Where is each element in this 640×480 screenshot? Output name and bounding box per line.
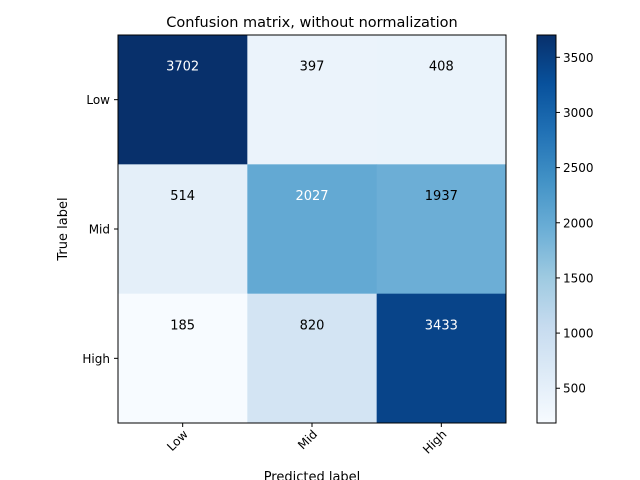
- y-tick-label: Low: [86, 93, 110, 107]
- colorbar-tick-label: 500: [563, 382, 586, 396]
- cell-value-label: 185: [170, 318, 195, 333]
- cell-value-label: 397: [300, 60, 325, 75]
- x-tick-label: Mid: [295, 427, 320, 452]
- x-axis-ticks: Low Mid High: [164, 423, 449, 457]
- colorbar-ticks: 500 1000 1500 2000 2500 3000 3500: [556, 51, 594, 396]
- heatmap-cell: [376, 35, 507, 165]
- cell-value-label: 3433: [425, 318, 458, 333]
- heatmap-cell: [376, 164, 507, 295]
- colorbar-tick-label: 2500: [563, 161, 594, 175]
- heatmap-cells: 3702 397 408 514 2027 1937 185 820 3433: [118, 35, 507, 424]
- colorbar-tick-label: 1500: [563, 271, 594, 285]
- cell-value-label: 408: [429, 60, 454, 75]
- colorbar: [536, 34, 557, 424]
- heatmap-cell: [247, 164, 378, 295]
- y-axis-ticks: Low Mid High: [82, 93, 118, 366]
- heatmap-cell: [118, 164, 248, 295]
- y-tick-label: Mid: [89, 223, 110, 237]
- x-axis-label: Predicted label: [264, 470, 361, 480]
- heatmap-cell: [118, 35, 248, 165]
- colorbar-tick-label: 1000: [563, 327, 594, 341]
- cell-value-label: 1937: [425, 189, 458, 204]
- heatmap-cell: [247, 35, 378, 165]
- y-tick-label: High: [82, 352, 110, 366]
- x-tick-label: Low: [164, 427, 191, 454]
- y-axis-label: True label: [56, 197, 71, 261]
- heatmap-cell: [376, 293, 507, 424]
- heatmap-cell: [118, 293, 248, 424]
- colorbar-tick-label: 2000: [563, 216, 594, 230]
- chart-title: Confusion matrix, without normalization: [166, 15, 457, 31]
- cell-value-label: 820: [300, 318, 325, 333]
- x-tick-label: High: [420, 427, 449, 456]
- colorbar-tick-label: 3000: [563, 106, 594, 120]
- colorbar-tick-label: 3500: [563, 51, 594, 65]
- heatmap-cell: [247, 293, 378, 424]
- cell-value-label: 2027: [295, 189, 328, 204]
- cell-value-label: 3702: [166, 60, 199, 75]
- cell-value-label: 514: [170, 189, 195, 204]
